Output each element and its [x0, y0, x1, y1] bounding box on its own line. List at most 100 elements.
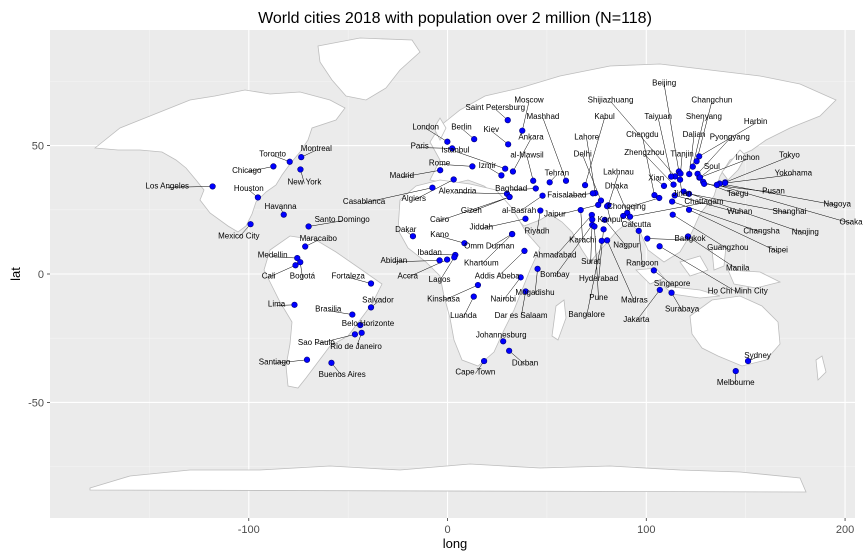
leader-line: [481, 218, 526, 229]
city-label: Nagoya: [823, 199, 851, 208]
city-point: [601, 216, 608, 223]
city-label: Calcutta: [622, 220, 652, 229]
city-point: [500, 338, 507, 345]
city-point: [539, 192, 546, 199]
leader-line: [268, 265, 296, 278]
city-label: Beijing: [652, 79, 676, 88]
city-label: Guangzhou: [707, 243, 748, 252]
city-label: Bombay: [540, 270, 569, 279]
city-label: Gizeh: [461, 206, 482, 215]
city-point: [519, 127, 526, 134]
leader-line: [536, 210, 541, 233]
city-label: Istanbul: [441, 145, 469, 154]
city-label: Manila: [726, 264, 750, 273]
city-point: [506, 347, 513, 354]
city-label: Ahmadabad: [533, 251, 576, 260]
city-point: [732, 367, 739, 375]
city-point: [591, 223, 598, 230]
city-point: [209, 183, 216, 190]
land-eurasia: [429, 63, 837, 263]
city-label: Riyadh: [525, 226, 550, 235]
city-point: [351, 331, 359, 338]
leader-line: [642, 135, 655, 196]
city-point: [367, 280, 375, 287]
leader-line: [636, 289, 661, 322]
city-point: [546, 179, 553, 186]
city-point: [292, 262, 299, 269]
city-point: [461, 240, 468, 247]
leader-line: [443, 284, 479, 301]
land-polygons: [89, 37, 837, 493]
city-point: [409, 233, 417, 240]
city-point: [349, 311, 356, 318]
city-point: [522, 215, 529, 222]
city-label: Surabaya: [665, 305, 700, 314]
city-point: [656, 194, 663, 202]
x-tick-label: 0: [444, 524, 450, 536]
leader-line: [716, 184, 852, 224]
city-label: Tehran: [545, 169, 569, 178]
leader-line: [439, 257, 455, 282]
city-label: Khartoum: [464, 258, 499, 267]
city-label: Rangoon: [626, 258, 658, 267]
city-label: Karachi: [569, 235, 596, 244]
city-point: [297, 166, 304, 173]
city-label: Tianjin: [670, 149, 693, 158]
leader-line: [608, 173, 619, 206]
city-label: Xian: [648, 174, 664, 183]
city-point: [302, 243, 309, 250]
city-point: [328, 359, 335, 366]
leader-line: [692, 117, 705, 167]
city-point: [437, 167, 444, 174]
city-point: [598, 237, 605, 244]
land-africa: [397, 179, 541, 367]
city-point: [481, 357, 488, 365]
city-point: [696, 153, 703, 160]
city-label: Pune: [589, 293, 608, 302]
city-point: [744, 357, 752, 365]
y-tick-label: 50: [32, 141, 44, 153]
y-tick-label: -50: [28, 397, 44, 409]
city-label: Taegu: [727, 189, 749, 198]
city-label: Cape Town: [455, 368, 495, 377]
leader-line: [697, 138, 730, 175]
city-label: Toronto: [259, 149, 286, 158]
city-label: Mexico City: [218, 231, 259, 240]
leader-line: [439, 164, 473, 167]
city-label: Lahore: [574, 133, 599, 142]
city-label: Changsha: [743, 226, 780, 235]
land-madagascar: [551, 299, 567, 341]
leader-line: [604, 219, 627, 247]
city-point: [521, 247, 528, 254]
city-point: [701, 180, 708, 187]
leader-line: [554, 204, 599, 216]
city-point: [357, 322, 364, 329]
city-point: [669, 198, 676, 205]
city-label: Kinshasa: [427, 294, 460, 303]
city-label: Nanjing: [792, 228, 819, 237]
city-point: [656, 286, 663, 294]
leader-line: [328, 310, 353, 315]
leader-line: [672, 201, 762, 233]
city-point: [670, 181, 677, 188]
city-label: Rio de Janeiro: [330, 342, 382, 351]
leader-line: [594, 226, 599, 300]
city-point: [676, 176, 684, 183]
city-point: [562, 177, 570, 184]
city-point: [451, 254, 458, 261]
city-point: [685, 190, 693, 197]
city-label: Dalian: [683, 130, 706, 139]
city-point: [358, 329, 365, 336]
chart-title: World cities 2018 with population over 2…: [258, 10, 652, 27]
leader-line: [274, 359, 308, 364]
y-axis-title: lat: [8, 267, 23, 281]
city-label: Chattagam: [684, 197, 723, 206]
leader-line: [363, 187, 433, 204]
city-label: Kiev: [483, 125, 499, 134]
city-label: Singapore: [654, 279, 691, 288]
leader-line: [586, 138, 596, 194]
city-label: Dhaka: [605, 181, 629, 190]
city-label: Accra: [398, 271, 419, 280]
city-label: Hyderabad: [579, 274, 618, 283]
city-label: Ho Chi Minh City: [708, 287, 768, 296]
